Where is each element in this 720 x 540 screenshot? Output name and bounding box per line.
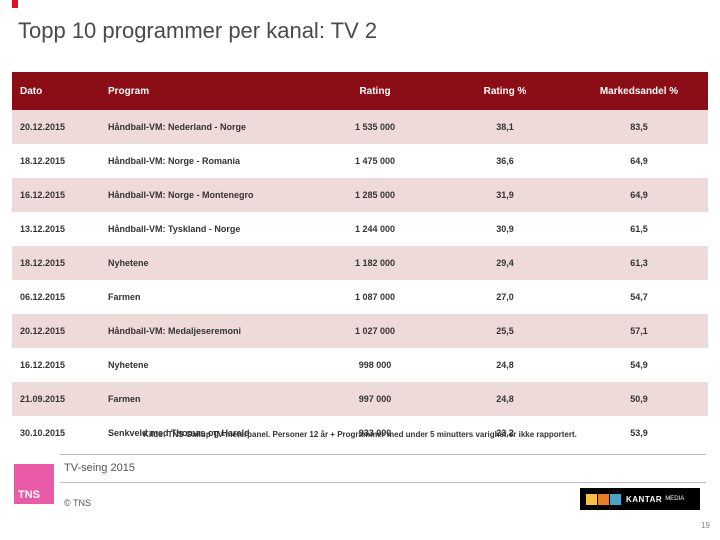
divider-bottom — [60, 482, 706, 483]
kantar-swatch-3 — [610, 494, 621, 505]
top10-table: Dato Program Rating Rating % Markedsande… — [12, 72, 708, 450]
source-note: Kilde: TNS Gallup TV-meterpanel. Persone… — [0, 430, 720, 439]
cell-program: Håndball-VM: Medaljeseremoni — [100, 326, 310, 336]
cell-rating-pct: 25,5 — [440, 326, 570, 336]
col-header-program: Program — [100, 86, 310, 97]
cell-share: 64,9 — [570, 156, 708, 166]
col-header-rating: Rating — [310, 86, 440, 97]
cell-program: Farmen — [100, 394, 310, 404]
tns-logo: TNS — [14, 464, 54, 504]
cell-program: Nyhetene — [100, 360, 310, 370]
tns-logo-text: TNS — [18, 489, 40, 501]
cell-rating-pct: 31,9 — [440, 190, 570, 200]
cell-share: 61,5 — [570, 224, 708, 234]
cell-date: 16.12.2015 — [12, 190, 100, 200]
col-header-share: Markedsandel % — [570, 86, 708, 97]
table-body: 20.12.2015Håndball-VM: Nederland - Norge… — [12, 110, 708, 450]
cell-share: 83,5 — [570, 122, 708, 132]
cell-rating: 998 000 — [310, 360, 440, 370]
cell-date: 16.12.2015 — [12, 360, 100, 370]
kantar-logo: KANTAR MEDIA — [580, 488, 700, 510]
cell-date: 21.09.2015 — [12, 394, 100, 404]
cell-rating-pct: 24,8 — [440, 360, 570, 370]
cell-rating: 1 244 000 — [310, 224, 440, 234]
cell-rating: 1 087 000 — [310, 292, 440, 302]
accent-bar — [12, 0, 18, 8]
cell-date: 18.12.2015 — [12, 258, 100, 268]
page-number: 19 — [701, 521, 710, 530]
cell-share: 57,1 — [570, 326, 708, 336]
cell-program: Håndball-VM: Nederland - Norge — [100, 122, 310, 132]
table-row: 18.12.2015Nyhetene1 182 00029,461,3 — [12, 246, 708, 280]
cell-rating-pct: 30,9 — [440, 224, 570, 234]
table-row: 21.09.2015Farmen997 00024,850,9 — [12, 382, 708, 416]
col-header-ratpct: Rating % — [440, 86, 570, 97]
cell-rating: 1 535 000 — [310, 122, 440, 132]
cell-rating: 1 182 000 — [310, 258, 440, 268]
page-title: Topp 10 programmer per kanal: TV 2 — [18, 18, 377, 44]
table-row: 16.12.2015Nyhetene998 00024,854,9 — [12, 348, 708, 382]
footer-subtitle: TV-seing 2015 — [64, 462, 135, 474]
cell-program: Nyhetene — [100, 258, 310, 268]
table-row: 20.12.2015Håndball-VM: Nederland - Norge… — [12, 110, 708, 144]
cell-share: 50,9 — [570, 394, 708, 404]
cell-program: Håndball-VM: Norge - Romania — [100, 156, 310, 166]
copyright: © TNS — [64, 498, 91, 508]
cell-rating-pct: 27,0 — [440, 292, 570, 302]
cell-share: 54,9 — [570, 360, 708, 370]
cell-rating: 1 475 000 — [310, 156, 440, 166]
cell-program: Håndball-VM: Tyskland - Norge — [100, 224, 310, 234]
cell-rating: 1 027 000 — [310, 326, 440, 336]
cell-share: 54,7 — [570, 292, 708, 302]
cell-date: 20.12.2015 — [12, 326, 100, 336]
kantar-logo-text: KANTAR — [626, 495, 662, 504]
cell-date: 20.12.2015 — [12, 122, 100, 132]
cell-date: 06.12.2015 — [12, 292, 100, 302]
table-row: 20.12.2015Håndball-VM: Medaljeseremoni1 … — [12, 314, 708, 348]
cell-share: 61,3 — [570, 258, 708, 268]
cell-rating-pct: 38,1 — [440, 122, 570, 132]
table-row: 16.12.2015Håndball-VM: Norge - Montenegr… — [12, 178, 708, 212]
cell-program: Farmen — [100, 292, 310, 302]
cell-rating-pct: 36,6 — [440, 156, 570, 166]
kantar-logo-subtext: MEDIA — [665, 496, 684, 502]
col-header-date: Dato — [12, 86, 100, 97]
cell-rating: 1 285 000 — [310, 190, 440, 200]
cell-rating: 997 000 — [310, 394, 440, 404]
cell-program: Håndball-VM: Norge - Montenegro — [100, 190, 310, 200]
table-row: 18.12.2015Håndball-VM: Norge - Romania1 … — [12, 144, 708, 178]
cell-share: 64,9 — [570, 190, 708, 200]
table-row: 06.12.2015Farmen1 087 00027,054,7 — [12, 280, 708, 314]
table-header-row: Dato Program Rating Rating % Markedsande… — [12, 72, 708, 110]
kantar-swatch-2 — [598, 494, 609, 505]
table-row: 13.12.2015Håndball-VM: Tyskland - Norge1… — [12, 212, 708, 246]
cell-date: 13.12.2015 — [12, 224, 100, 234]
kantar-swatch-1 — [586, 494, 597, 505]
cell-rating-pct: 29,4 — [440, 258, 570, 268]
divider-top — [60, 454, 706, 455]
cell-date: 18.12.2015 — [12, 156, 100, 166]
cell-rating-pct: 24,8 — [440, 394, 570, 404]
